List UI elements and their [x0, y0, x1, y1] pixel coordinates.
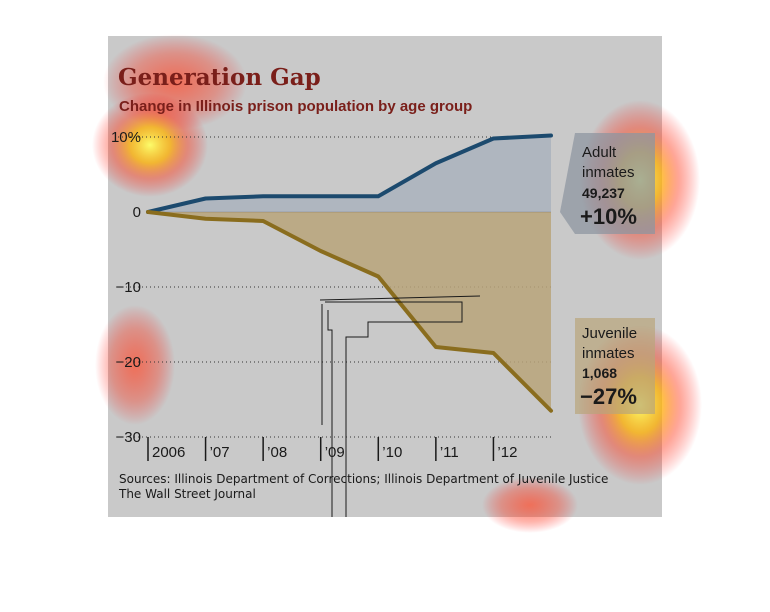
- juvenile-annotation: Juvenile inmates 1,068 −27%: [575, 318, 655, 414]
- juvenile-label-line1: Juvenile: [582, 325, 637, 342]
- adult-change: +10%: [580, 204, 637, 229]
- artifact-line: [325, 301, 463, 517]
- adult-label-line1: Adult: [582, 144, 617, 161]
- adult-annotation-box: [560, 133, 655, 234]
- series-line-adult: [146, 133, 553, 214]
- x-axis-ticks: 2006 ’07 ’08 ’09 ’10 ’11 ’12: [147, 437, 517, 461]
- juvenile-count: 1,068: [582, 365, 617, 381]
- y-tick-label: −30: [116, 429, 141, 446]
- x-tick-label: ’08: [267, 444, 287, 461]
- series-lines: [146, 133, 553, 413]
- adult-count: 49,237: [582, 185, 625, 201]
- adult-annotation: Adult inmates 49,237 +10%: [560, 133, 655, 234]
- overlay-artifacts: [319, 295, 481, 517]
- heatmap-blob: [95, 305, 175, 425]
- artifact-line: [319, 295, 481, 301]
- y-tick-label: −20: [116, 354, 141, 371]
- adult-label-line2: inmates: [582, 164, 635, 181]
- artifact-line: [327, 310, 333, 517]
- source-line-1: Sources: Illinois Department of Correcti…: [119, 472, 608, 486]
- y-axis-ticks: 10% 0 −10 −20 −30: [111, 129, 141, 446]
- juvenile-annotation-box: [575, 318, 655, 414]
- heatmap-blob: [92, 93, 208, 197]
- x-tick-label: 2006: [152, 444, 185, 461]
- juvenile-change: −27%: [580, 384, 637, 409]
- series-area-juvenile: [148, 212, 551, 411]
- x-tick-label: ’10: [382, 444, 402, 461]
- y-tick-label: 0: [133, 204, 141, 221]
- chart-title: Generation Gap: [118, 64, 321, 91]
- y-tick-label: −10: [116, 279, 141, 296]
- heatmap-blob: [482, 477, 578, 533]
- area-fills: [148, 135, 551, 411]
- x-tick-label: ’07: [210, 444, 230, 461]
- juvenile-label-line2: inmates: [582, 345, 635, 362]
- series-area-adult: [148, 135, 551, 212]
- source-line-2: The Wall Street Journal: [118, 487, 256, 501]
- x-tick-label: ’12: [497, 444, 517, 461]
- x-tick-label: ’09: [325, 444, 345, 461]
- y-tick-label: 10%: [111, 129, 141, 146]
- series-line-juvenile: [146, 210, 553, 413]
- x-tick-label: ’11: [440, 444, 459, 461]
- chart-subtitle: Change in Illinois prison population by …: [119, 98, 472, 115]
